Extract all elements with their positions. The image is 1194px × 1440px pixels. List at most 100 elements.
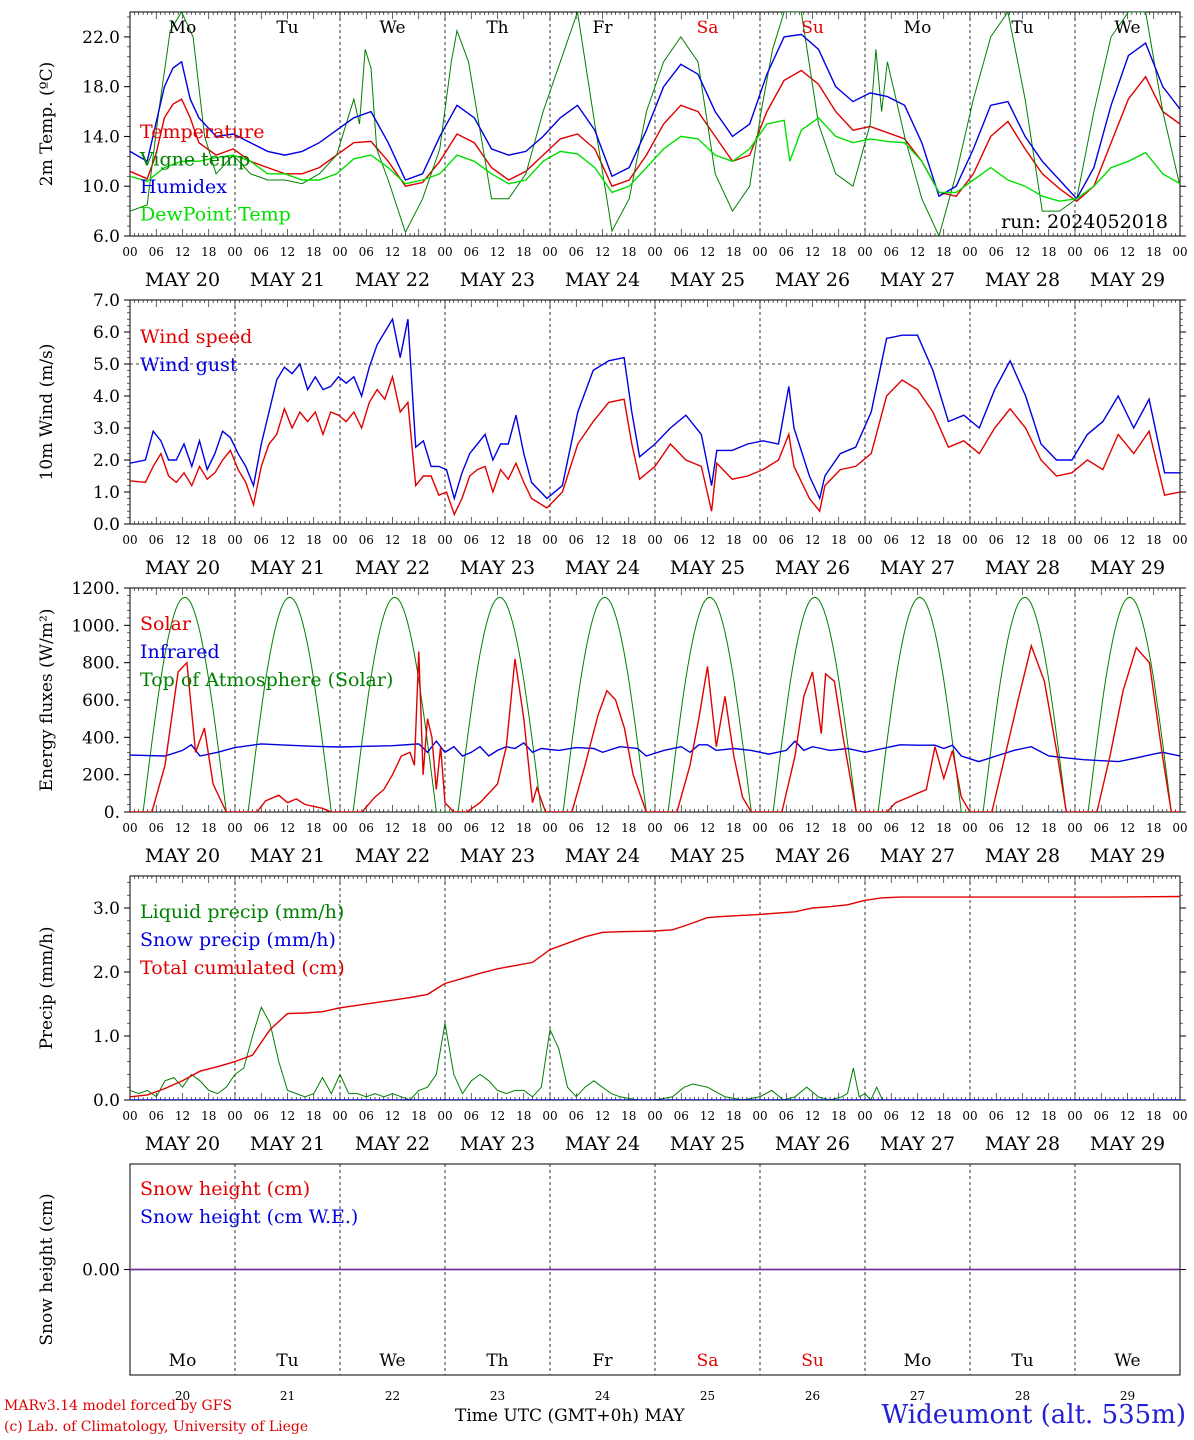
date-label: MAY 26 <box>775 269 850 291</box>
hour-label: 06 <box>779 245 794 259</box>
hour-label: 00 <box>962 245 977 259</box>
lab-credit: (c) Lab. of Climatology, University of L… <box>4 1419 309 1435</box>
station-name: Wideumont (alt. 535m) <box>881 1400 1186 1430</box>
hour-label: 00 <box>437 533 452 547</box>
y-tick-label: 2.0 <box>93 963 120 983</box>
hour-label: 12 <box>1015 821 1030 835</box>
series-line-infrared <box>130 739 1180 763</box>
hour-label: 00 <box>1172 245 1187 259</box>
day-of-week-label: Tu <box>1011 1351 1033 1371</box>
hour-label: 12 <box>1120 821 1135 835</box>
hour-label: 06 <box>569 1109 584 1123</box>
date-label: MAY 24 <box>565 557 640 579</box>
hour-label: 18 <box>306 533 321 547</box>
y-axis-label: 2m Temp. (ºC) <box>37 62 57 187</box>
hour-label: 00 <box>1067 1109 1082 1123</box>
hour-label: 06 <box>359 821 374 835</box>
hour-label: 12 <box>595 821 610 835</box>
panel-3 <box>124 587 1186 813</box>
hour-label: 00 <box>857 1109 872 1123</box>
date-label: MAY 28 <box>985 845 1060 867</box>
y-axis-label: 10m Wind (m/s) <box>37 344 57 481</box>
hour-label: 06 <box>989 821 1004 835</box>
hour-label: 06 <box>779 533 794 547</box>
hour-label: 18 <box>726 821 741 835</box>
day-of-week-label: Sa <box>697 1351 719 1371</box>
hour-label: 18 <box>621 1109 636 1123</box>
series-line-dewpoint-temp <box>130 116 1180 202</box>
hour-label: 00 <box>752 245 767 259</box>
day-number-label: 25 <box>700 1389 715 1403</box>
y-tick-label: 1200. <box>71 579 120 599</box>
hour-label: 12 <box>910 533 925 547</box>
date-label: MAY 29 <box>1090 1133 1165 1155</box>
day-of-week-label: Tu <box>276 18 298 38</box>
hour-label: 06 <box>569 245 584 259</box>
y-tick-label: 6.0 <box>93 323 120 343</box>
run-label: run: 2024052018 <box>1001 211 1168 233</box>
hour-label: 12 <box>280 533 295 547</box>
date-label: MAY 28 <box>985 557 1060 579</box>
hour-label: 00 <box>1172 533 1187 547</box>
hour-label: 18 <box>516 821 531 835</box>
hour-label: 00 <box>1067 821 1082 835</box>
hour-label: 06 <box>149 245 164 259</box>
hour-label: 06 <box>569 533 584 547</box>
hour-label: 00 <box>752 1109 767 1123</box>
hour-label: 18 <box>831 533 846 547</box>
y-tick-label: 4.0 <box>93 387 120 407</box>
hour-label: 18 <box>621 821 636 835</box>
hour-label: 06 <box>569 821 584 835</box>
hour-label: 18 <box>936 821 951 835</box>
hour-label: 06 <box>674 245 689 259</box>
model-credit: MARv3.14 model forced by GFS <box>4 1398 233 1414</box>
hour-label: 06 <box>464 533 479 547</box>
hour-label: 18 <box>201 1109 216 1123</box>
hour-label: 00 <box>437 1109 452 1123</box>
hour-label: 12 <box>805 821 820 835</box>
day-of-week-label: We <box>379 18 405 38</box>
hour-label: 00 <box>227 1109 242 1123</box>
panel-frame <box>129 587 1181 813</box>
hour-label: 06 <box>884 245 899 259</box>
y-tick-label: 3.0 <box>93 419 120 439</box>
hour-label: 00 <box>647 533 662 547</box>
hour-label: 18 <box>1041 245 1056 259</box>
hour-label: 12 <box>1015 533 1030 547</box>
legend-entry: Humidex <box>140 176 227 198</box>
y-tick-label: 7.0 <box>93 291 120 311</box>
hour-label: 12 <box>595 1109 610 1123</box>
date-label: MAY 23 <box>460 269 535 291</box>
day-of-week-label: Mo <box>904 18 932 38</box>
y-tick-label: 22.0 <box>82 28 120 48</box>
hour-label: 00 <box>647 821 662 835</box>
date-label: MAY 22 <box>355 1133 430 1155</box>
hour-label: 12 <box>280 821 295 835</box>
hour-label: 06 <box>359 245 374 259</box>
hour-label: 12 <box>700 245 715 259</box>
hour-label: 00 <box>122 821 137 835</box>
y-tick-label: 0. <box>104 803 120 823</box>
hour-label: 00 <box>857 533 872 547</box>
panel-1 <box>124 11 1186 237</box>
date-label: MAY 23 <box>460 1133 535 1155</box>
hour-label: 12 <box>1015 245 1030 259</box>
date-label: MAY 20 <box>145 1133 220 1155</box>
legend-entry: Snow height (cm) <box>140 1178 310 1200</box>
series-line-wind-gust <box>130 317 1180 501</box>
day-number-label: 23 <box>490 1389 505 1403</box>
date-label: MAY 27 <box>880 557 955 579</box>
legend-entry: Top of Atmosphere (Solar) <box>140 669 393 691</box>
hour-label: 12 <box>385 533 400 547</box>
hour-label: 00 <box>962 821 977 835</box>
hour-label: 12 <box>910 1109 925 1123</box>
hour-label: 18 <box>306 1109 321 1123</box>
date-label: MAY 23 <box>460 845 535 867</box>
hour-label: 12 <box>280 245 295 259</box>
y-tick-label: 1.0 <box>93 1027 120 1047</box>
y-tick-label: 0.0 <box>93 515 120 535</box>
hour-label: 12 <box>700 1109 715 1123</box>
hour-label: 00 <box>962 533 977 547</box>
y-tick-label: 18.0 <box>82 78 120 98</box>
